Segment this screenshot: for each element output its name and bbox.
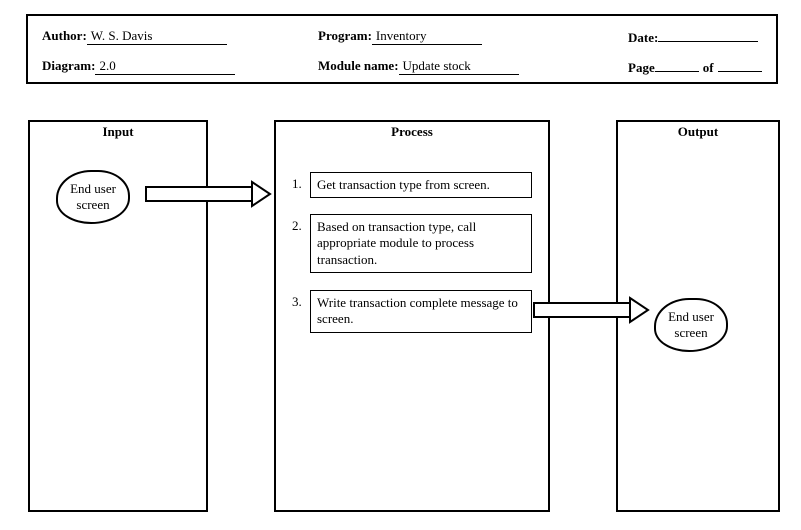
arrows [0,0,801,530]
